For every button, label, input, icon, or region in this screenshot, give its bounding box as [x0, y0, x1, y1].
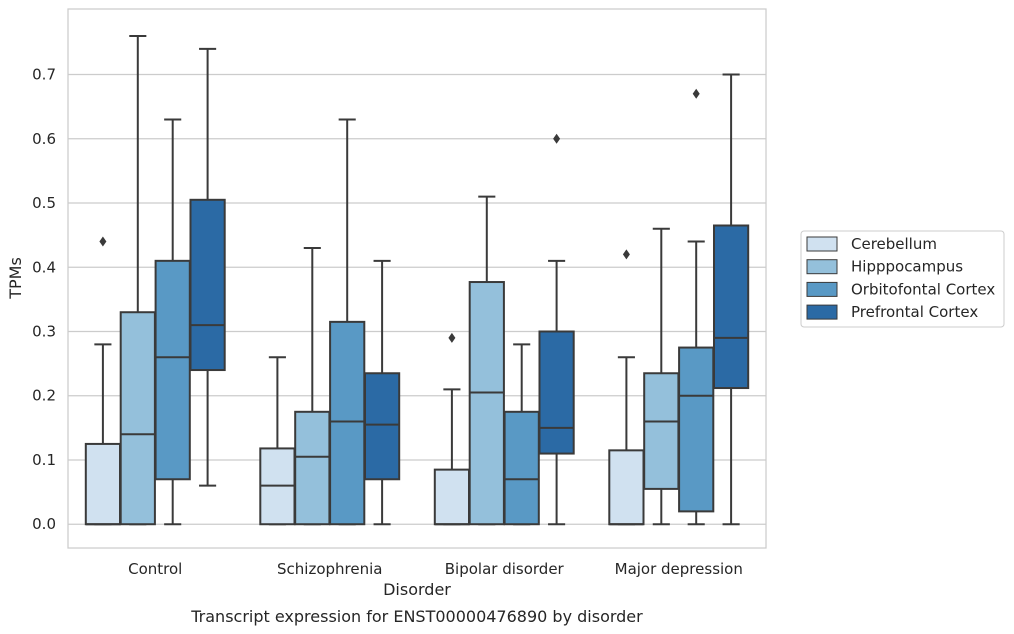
box-2-2	[503, 343, 540, 526]
x-tick-label: Bipolar disorder	[445, 560, 565, 578]
box-2-3	[538, 133, 575, 526]
y-tick-label: 0.5	[32, 194, 56, 212]
x-tick-label: Major depression	[615, 560, 743, 578]
y-axis-title: TPMs	[6, 257, 25, 300]
box-body	[154, 259, 191, 481]
box-3-3	[712, 73, 750, 526]
legend-swatch	[806, 236, 838, 252]
box-body	[538, 330, 575, 455]
box-body	[678, 346, 715, 513]
box-body	[119, 311, 156, 526]
legend-label: Cerebellum	[851, 235, 937, 253]
y-tick-label: 0.6	[32, 130, 56, 148]
box-1-2	[329, 118, 366, 526]
figure-caption: Transcript expression for ENST0000047689…	[190, 607, 643, 626]
legend-label: Hipppocampus	[851, 258, 963, 276]
box-body	[643, 372, 680, 490]
outlier-marker	[622, 249, 630, 260]
box-body	[84, 442, 122, 526]
outlier-marker	[448, 332, 456, 343]
legend: Cerebellum Hipppocampus Orbitofontal Corte…	[800, 230, 1005, 328]
legend-label: Prefrontal Cortex	[851, 303, 978, 321]
legend-swatch	[806, 259, 838, 275]
plot-frame	[67, 8, 767, 549]
box-0-3	[189, 47, 226, 487]
box-body	[468, 281, 505, 526]
y-tick-label: 0.1	[32, 451, 56, 469]
legend-label: Orbitofontal Cortex	[851, 280, 995, 298]
x-axis-title: Disorder	[383, 580, 451, 599]
box-body	[712, 224, 750, 390]
box-body	[503, 410, 540, 526]
y-tick-labels: 0.0 0.1 0.2 0.3 0.4 0.5 0.6 0.7	[32, 66, 56, 534]
legend-swatch	[806, 304, 838, 320]
y-tick-label: 0.4	[32, 258, 56, 276]
y-tick-label: 0.2	[32, 387, 56, 405]
outlier-marker	[553, 133, 561, 144]
legend-swatch	[806, 281, 838, 297]
legend-frame	[800, 230, 1005, 328]
box-body	[608, 449, 645, 526]
y-tick-label: 0.0	[32, 515, 56, 533]
box-3-2	[678, 88, 715, 526]
outlier-marker	[692, 88, 700, 99]
x-tick-label: Control	[128, 560, 182, 578]
box-body	[189, 198, 226, 372]
x-tick-labels: Control Schizophrenia Bipolar disorder Majo…	[128, 560, 743, 578]
box-1-3	[363, 259, 401, 526]
box-body	[363, 372, 401, 481]
box-2-0	[433, 332, 471, 526]
outlier-marker	[99, 236, 107, 247]
box-body	[433, 468, 471, 526]
box-3-1	[643, 227, 680, 526]
box-0-1	[119, 34, 156, 526]
box-groups	[84, 34, 750, 526]
box-1-0	[259, 356, 296, 526]
y-tick-label: 0.3	[32, 323, 56, 341]
box-body	[329, 320, 366, 526]
box-0-2	[154, 118, 191, 526]
y-tick-label: 0.7	[32, 66, 56, 84]
x-tick-label: Schizophrenia	[277, 560, 382, 578]
box-2-1	[468, 195, 505, 526]
box-body	[294, 410, 331, 526]
